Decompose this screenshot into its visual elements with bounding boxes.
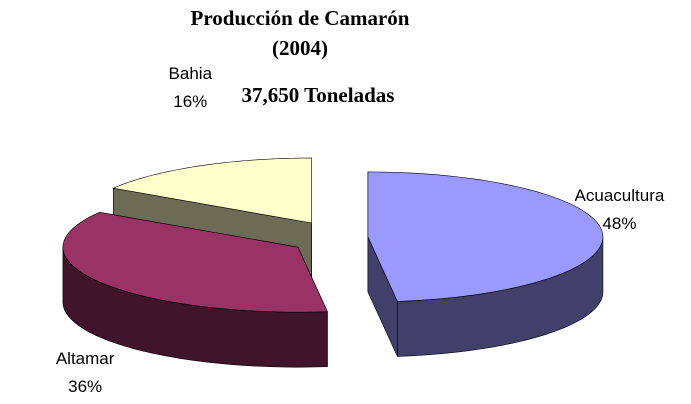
slice-value-label: 16% [173,92,207,111]
slice-label: Altamar [56,349,115,368]
slice-value-label: 36% [68,377,102,396]
slice-label: Acuacultura [575,186,665,205]
chart-title: Producción de Camarón [191,6,410,30]
annotation: 37,650 Toneladas [242,83,395,107]
chart-subtitle: (2004) [272,36,328,60]
slice-value-label: 48% [602,214,636,233]
slice [112,157,312,224]
slice-label: Bahia [169,64,213,83]
slice [367,171,604,302]
slice [62,212,328,313]
